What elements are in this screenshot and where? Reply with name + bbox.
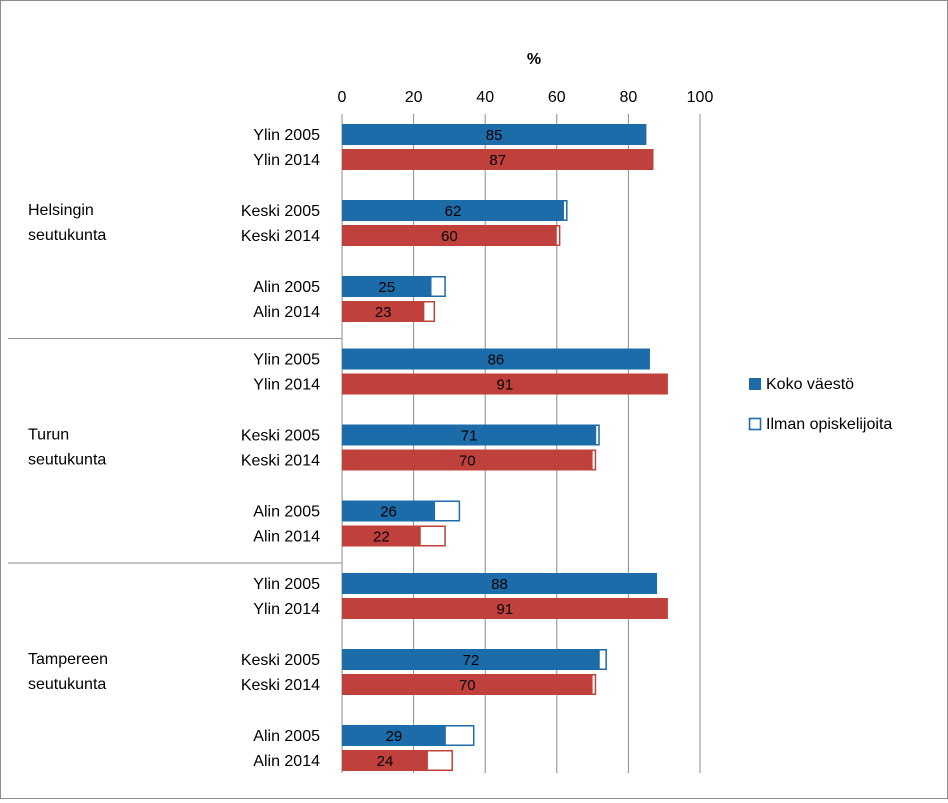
bar-value-label: 62 bbox=[445, 203, 462, 220]
bar-koko-vaesto bbox=[342, 649, 600, 670]
bar-koko-vaesto bbox=[342, 725, 446, 746]
bar-category-label: Keski 2005 bbox=[241, 652, 320, 669]
bar-koko-vaesto bbox=[342, 348, 650, 370]
bar-value-label: 71 bbox=[461, 428, 478, 445]
bar-value-label: 72 bbox=[463, 652, 480, 669]
bar-category-label: Keski 2014 bbox=[241, 677, 320, 694]
bar-value-label: 23 bbox=[375, 304, 392, 321]
bar-koko-vaesto bbox=[342, 449, 593, 471]
bar-value-label: 85 bbox=[486, 127, 503, 144]
bar-value-label: 86 bbox=[488, 352, 505, 369]
bar-value-label: 29 bbox=[386, 728, 403, 745]
legend-swatch-ilman-opiskelijoita bbox=[748, 417, 762, 431]
bar-category-label: Alin 2005 bbox=[253, 728, 320, 745]
legend-label-koko-vaesto: Koko väestö bbox=[766, 376, 854, 393]
bar-category-label: Ylin 2014 bbox=[253, 601, 320, 618]
bar-value-label: 24 bbox=[377, 753, 394, 770]
x-tick-label: 0 bbox=[338, 89, 347, 106]
bar-koko-vaesto bbox=[342, 525, 421, 547]
legend: Koko väestö Ilman opiskelijoita bbox=[748, 376, 892, 433]
bar-value-label: 88 bbox=[491, 576, 508, 593]
group-label: seutukunta bbox=[28, 227, 106, 244]
bar-value-label: 91 bbox=[497, 601, 514, 618]
category-labels: Helsingin seutukunta Ylin 2005 Ylin 2014 Kes… bbox=[28, 127, 320, 770]
bar-category-label: Ylin 2014 bbox=[253, 377, 320, 394]
bar-category-label: Alin 2014 bbox=[253, 529, 320, 546]
bar-value-label: 91 bbox=[497, 377, 514, 394]
bar-value-label: 22 bbox=[373, 529, 390, 546]
bar-category-label: Ylin 2005 bbox=[253, 127, 320, 144]
group-label: Tampereen bbox=[28, 651, 108, 668]
x-tick-label: 40 bbox=[476, 89, 494, 106]
group-label: seutukunta bbox=[28, 676, 106, 693]
bar-category-label: Keski 2005 bbox=[241, 428, 320, 445]
bar-value-label: 70 bbox=[459, 453, 476, 470]
bar-koko-vaesto bbox=[342, 674, 593, 695]
bar-koko-vaesto bbox=[342, 124, 647, 145]
bar-value-label: 26 bbox=[380, 504, 397, 521]
bar-koko-vaesto bbox=[342, 200, 564, 221]
bar-koko-vaesto bbox=[342, 276, 432, 297]
bar-koko-vaesto bbox=[342, 750, 428, 771]
x-axis-title: % bbox=[527, 51, 541, 68]
bar-koko-vaesto bbox=[342, 598, 668, 619]
bar-value-label: 25 bbox=[378, 279, 395, 296]
bar-category-label: Ylin 2014 bbox=[253, 152, 320, 169]
bar-value-label: 60 bbox=[441, 228, 458, 245]
group-label: Helsingin bbox=[28, 202, 94, 219]
bar-koko-vaesto bbox=[342, 573, 658, 594]
bar-koko-vaesto bbox=[342, 373, 668, 395]
bar-category-label: Ylin 2005 bbox=[253, 576, 320, 593]
bar-category-label: Keski 2014 bbox=[241, 453, 320, 470]
x-tick-label: 20 bbox=[405, 89, 423, 106]
bar-category-label: Ylin 2005 bbox=[253, 352, 320, 369]
x-tick-label: 100 bbox=[687, 89, 714, 106]
x-tick-label: 60 bbox=[548, 89, 566, 106]
bar-category-label: Alin 2014 bbox=[253, 304, 320, 321]
bar-value-label: 70 bbox=[459, 677, 476, 694]
x-tick-label: 80 bbox=[620, 89, 638, 106]
bar-category-label: Alin 2014 bbox=[253, 753, 320, 770]
bar-category-label: Alin 2005 bbox=[253, 504, 320, 521]
bar-koko-vaesto bbox=[342, 424, 597, 446]
group-label: seutukunta bbox=[28, 452, 106, 469]
bar-koko-vaesto bbox=[342, 149, 654, 170]
bar-value-label: 87 bbox=[489, 152, 506, 169]
legend-label-ilman-opiskelijoita: Ilman opiskelijoita bbox=[766, 416, 892, 433]
x-axis-ticks: 0 20 40 60 80 100 bbox=[338, 89, 714, 106]
bar-koko-vaesto bbox=[342, 301, 425, 322]
bar-category-label: Alin 2005 bbox=[253, 279, 320, 296]
bar-koko-vaesto bbox=[342, 225, 557, 246]
group-label: Turun bbox=[28, 427, 69, 444]
legend-swatch-koko-vaesto bbox=[749, 378, 761, 390]
bar-koko-vaesto bbox=[342, 500, 436, 522]
bar-category-label: Keski 2005 bbox=[241, 203, 320, 220]
bar-category-label: Keski 2014 bbox=[241, 228, 320, 245]
bars: 85 87 62 60 25 23 86 91 71 70 26 22 88 91 72 70 29 24 bbox=[342, 124, 668, 771]
